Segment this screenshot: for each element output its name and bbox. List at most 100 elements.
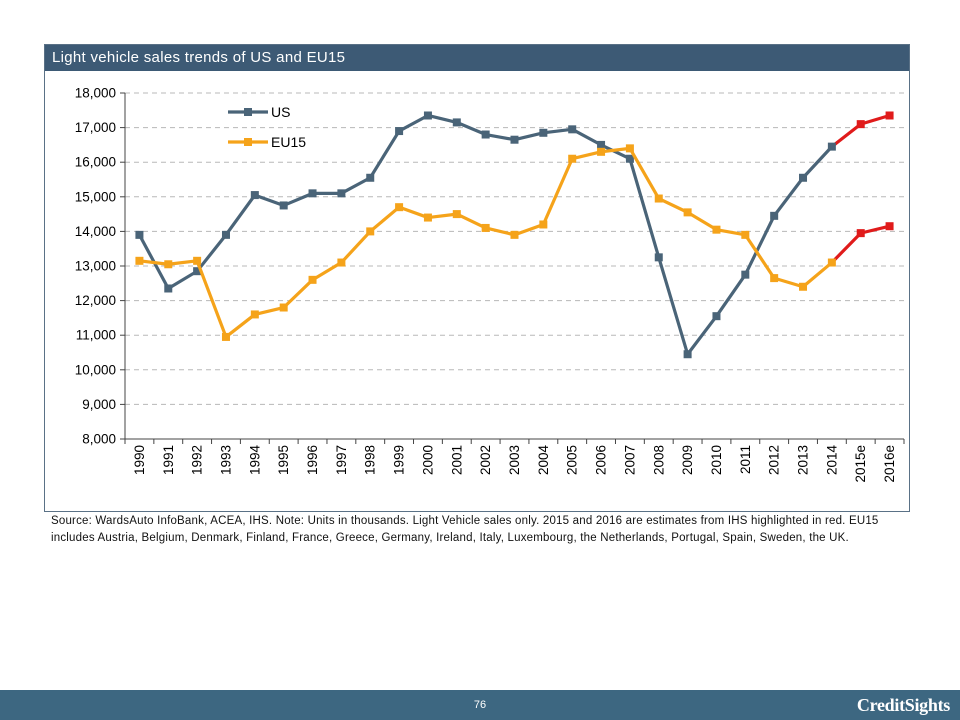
data-point-us: [308, 189, 317, 198]
series-line-eu15: [139, 146, 833, 339]
x-tick-label: 2009: [680, 445, 695, 475]
y-tick-label: 18,000: [75, 86, 116, 101]
x-tick-label: 1995: [276, 445, 291, 475]
x-tick-label: 2003: [507, 445, 522, 475]
data-point-us: [193, 267, 202, 276]
y-tick-label: 14,000: [75, 224, 116, 239]
data-point-eu15: [683, 208, 692, 217]
data-point-eu15: [250, 310, 259, 319]
data-point-us: [885, 111, 894, 120]
legend-marker-eu15: [244, 138, 252, 146]
data-point-eu15: [452, 210, 461, 219]
x-tick-label: 1994: [247, 445, 262, 476]
x-tick-label: 2012: [767, 445, 782, 475]
x-tick-label: 2011: [738, 445, 753, 474]
data-point-eu15: [770, 274, 779, 283]
y-tick-label: 13,000: [75, 259, 116, 274]
data-point-eu15: [597, 147, 606, 156]
x-tick-label: 2001: [449, 445, 464, 475]
data-point-eu15: [366, 227, 375, 236]
data-point-us: [683, 350, 692, 359]
x-tick-label: 1991: [161, 445, 176, 475]
data-point-us: [395, 127, 404, 136]
data-point-eu15: [568, 154, 577, 163]
data-point-eu15: [164, 260, 173, 269]
data-point-eu15: [625, 144, 634, 153]
data-point-eu15: [221, 332, 230, 341]
legend-label-us: US: [271, 104, 290, 120]
series-line-us: [138, 113, 834, 356]
data-point-eu15: [308, 275, 317, 284]
x-tick-label: 1990: [132, 445, 147, 475]
x-tick-label: 2004: [536, 445, 551, 476]
data-point-eu15: [135, 256, 144, 265]
y-tick-label: 8,000: [82, 432, 116, 447]
brand-logo: CreditSights: [856, 695, 950, 715]
data-point-eu15: [423, 213, 432, 222]
data-point-eu15: [799, 282, 808, 291]
y-tick-label: 16,000: [75, 155, 116, 170]
source-note: Source: WardsAuto InfoBank, ACEA, IHS. N…: [51, 515, 879, 544]
data-point-eu15: [741, 230, 750, 239]
x-tick-label: 2005: [565, 445, 580, 475]
data-point-us: [741, 270, 750, 279]
x-tick-label: 1997: [334, 445, 349, 475]
data-point-us: [337, 189, 346, 198]
data-point-eu15: [712, 225, 721, 234]
x-tick-label: 2010: [709, 445, 724, 475]
data-point-us: [625, 154, 634, 163]
x-tick-label: 1993: [218, 445, 233, 475]
data-point-eu15: [481, 223, 490, 232]
data-point-us: [135, 230, 144, 239]
data-point-us: [510, 135, 519, 144]
legend-marker-us: [244, 108, 252, 116]
data-point-eu15: [539, 220, 548, 229]
data-point-us: [452, 118, 461, 127]
data-point-eu15: [337, 258, 346, 267]
x-tick-label: 2013: [796, 445, 811, 475]
data-point-us: [597, 140, 606, 149]
x-tick-label: 2000: [420, 445, 435, 475]
data-point-eu15: [510, 230, 519, 239]
x-tick-label: 1992: [190, 445, 205, 475]
data-point-us: [539, 128, 548, 137]
data-point-eu15: [279, 303, 288, 312]
data-point-eu15: [395, 203, 404, 212]
data-point-us: [423, 111, 432, 120]
x-tick-label: 2006: [594, 445, 609, 475]
data-point-us: [481, 130, 490, 139]
data-point-eu15: [193, 256, 202, 265]
data-point-us: [770, 211, 779, 220]
data-point-us: [366, 173, 375, 182]
x-tick-label: 1999: [392, 445, 407, 475]
data-point-us: [799, 173, 808, 182]
x-tick-label: 2002: [478, 445, 493, 475]
data-point-us: [827, 142, 836, 151]
data-point-us: [250, 191, 259, 200]
y-tick-label: 15,000: [75, 189, 116, 204]
x-tick-label: 1998: [363, 445, 378, 475]
data-point-us: [712, 312, 721, 321]
data-point-eu15: [856, 229, 865, 238]
x-tick-label: 2008: [651, 445, 666, 475]
y-tick-label: 9,000: [82, 397, 116, 412]
data-point-us: [856, 120, 865, 129]
page-number: 76: [473, 699, 487, 711]
data-point-us: [654, 253, 663, 262]
y-tick-label: 12,000: [75, 293, 116, 308]
chart-title: Light vehicle sales trends of US and EU1…: [45, 45, 909, 71]
data-point-us: [221, 230, 230, 239]
x-tick-label: 2015e: [853, 445, 868, 483]
y-tick-label: 10,000: [75, 362, 116, 377]
x-tick-label: 2016e: [882, 445, 897, 483]
x-tick-label: 1996: [305, 445, 320, 475]
x-tick-label: 2014: [824, 445, 839, 476]
data-point-eu15: [827, 258, 836, 267]
data-point-eu15: [654, 194, 663, 203]
legend-label-eu15: EU15: [271, 134, 306, 150]
data-point-eu15: [885, 222, 894, 231]
y-tick-label: 17,000: [75, 120, 116, 135]
data-point-us: [279, 201, 288, 210]
data-point-us: [164, 284, 173, 293]
